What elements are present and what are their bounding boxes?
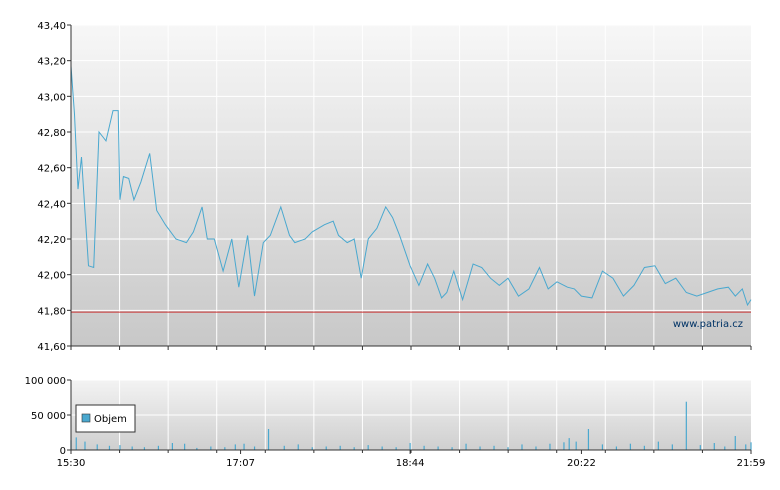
price-x-tick-marks [70, 346, 752, 350]
price-y-tick-label: 41,80 [37, 306, 66, 317]
price-panel: 43,40 43,20 43,00 42,80 42,60 42,40 42,20 42,00… [37, 21, 752, 353]
volume-legend: Objem [75, 404, 136, 433]
legend-swatch [81, 413, 91, 423]
price-line [70, 65, 752, 307]
x-axis-ticks: 15:30 17:07 18:44 20:22 21:59 [57, 450, 766, 469]
x-tick-label: 18:44 [396, 458, 425, 469]
price-y-tick-label: 42,80 [37, 128, 66, 139]
watermark: www.patria.cz [673, 319, 743, 330]
legend-label-objem: Objem [94, 414, 127, 425]
price-y-tick-label: 43,00 [37, 92, 66, 103]
price-y-tick-label: 42,00 [37, 271, 66, 282]
x-tick-label: 15:30 [57, 458, 86, 469]
volume-y-tick-label: 0 [60, 446, 66, 457]
price-y-tick-label: 43,40 [37, 21, 66, 32]
price-y-tick-label: 41,60 [37, 342, 66, 353]
price-y-tick-label: 43,20 [37, 57, 66, 68]
price-y-tick-label: 42,20 [37, 235, 66, 246]
price-y-tick-label: 42,40 [37, 199, 66, 210]
volume-y-tick-label: 100 000 [25, 376, 66, 387]
x-tick-label: 20:22 [567, 458, 596, 469]
volume-panel: 100 000 50 000 0 15:30 17:07 18:44 20:22 21:59… [25, 376, 766, 469]
volume-y-axis: 100 000 50 000 0 [25, 376, 71, 457]
price-y-tick-label: 42,60 [37, 164, 66, 175]
volume-grid [71, 379, 751, 450]
x-tick-label: 21:59 [737, 458, 766, 469]
volume-bars [70, 401, 752, 450]
volume-y-tick-label: 50 000 [31, 411, 66, 422]
x-tick-label: 17:07 [226, 458, 255, 469]
price-y-axis: 43,40 43,20 43,00 42,80 42,60 42,40 42,20 42,00… [37, 21, 71, 353]
